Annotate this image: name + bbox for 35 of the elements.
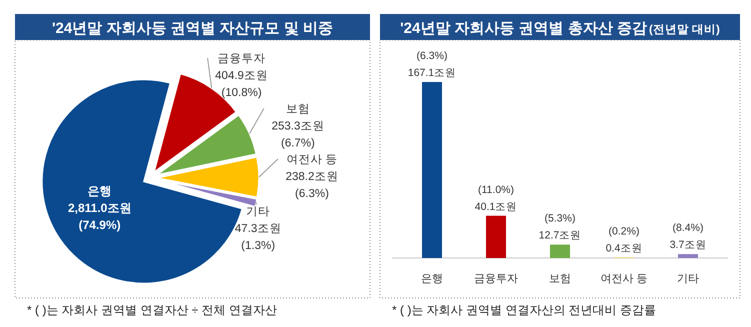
data-label: 0.4조원 <box>606 242 642 255</box>
annotation: (6.3%) <box>416 50 448 62</box>
slice-label: 보험 <box>286 103 310 116</box>
slice-label: 은행 <box>88 184 112 198</box>
text: (6.7%) <box>281 137 315 150</box>
text: (6.3%) <box>295 188 329 200</box>
x-tick-label: 보험 <box>549 273 571 285</box>
text: (1.3%) <box>241 240 276 252</box>
chart-title: '24년말 자회사등 권역별 총자산 증감 <box>400 20 648 37</box>
slice-label: 금융투자 <box>218 53 266 65</box>
slice-label: 여전사 등 <box>286 154 338 166</box>
annotation: (0.2%) <box>608 226 640 238</box>
annotation: (8.4%) <box>672 222 704 234</box>
data-label: 238.2조원 <box>286 170 338 183</box>
text: (74.9%) <box>78 218 121 232</box>
data-label: 40.1조원 <box>474 200 518 213</box>
annotation: (11.0%) <box>478 184 514 196</box>
data-label: 404.9조원 <box>215 70 268 82</box>
x-tick-label: 여전사 등 <box>600 273 648 285</box>
chart-title: '24년말 자회사등 권역별 자산규모 및 비중 <box>52 20 334 37</box>
data-label: 167.1조원 <box>408 67 456 79</box>
data-label: 253.3조원 <box>272 120 324 132</box>
x-tick-label: 금융투자 <box>474 273 518 285</box>
slice-label: 기타 <box>246 206 270 218</box>
x-tick-label: 은행 <box>421 273 443 285</box>
annotation: (5.3%) <box>544 212 576 225</box>
text: * ( )는 자회사 권역별 연결자산의 전년대비 증감률 <box>392 303 656 317</box>
data-label: 3.7조원 <box>670 239 706 252</box>
data-label: 47.3조원 <box>234 222 282 235</box>
data-label: 12.7조원 <box>538 230 582 242</box>
x-tick-label: 기타 <box>677 273 699 285</box>
chart-subtitle: (전년말 대비) <box>649 23 720 36</box>
data-label: 2,811.0조원 <box>68 200 132 215</box>
text: (10.8%) <box>221 87 262 99</box>
text: * ( )는 자회사 권역별 연결자산 ÷ 전체 연결자산 <box>27 303 277 317</box>
